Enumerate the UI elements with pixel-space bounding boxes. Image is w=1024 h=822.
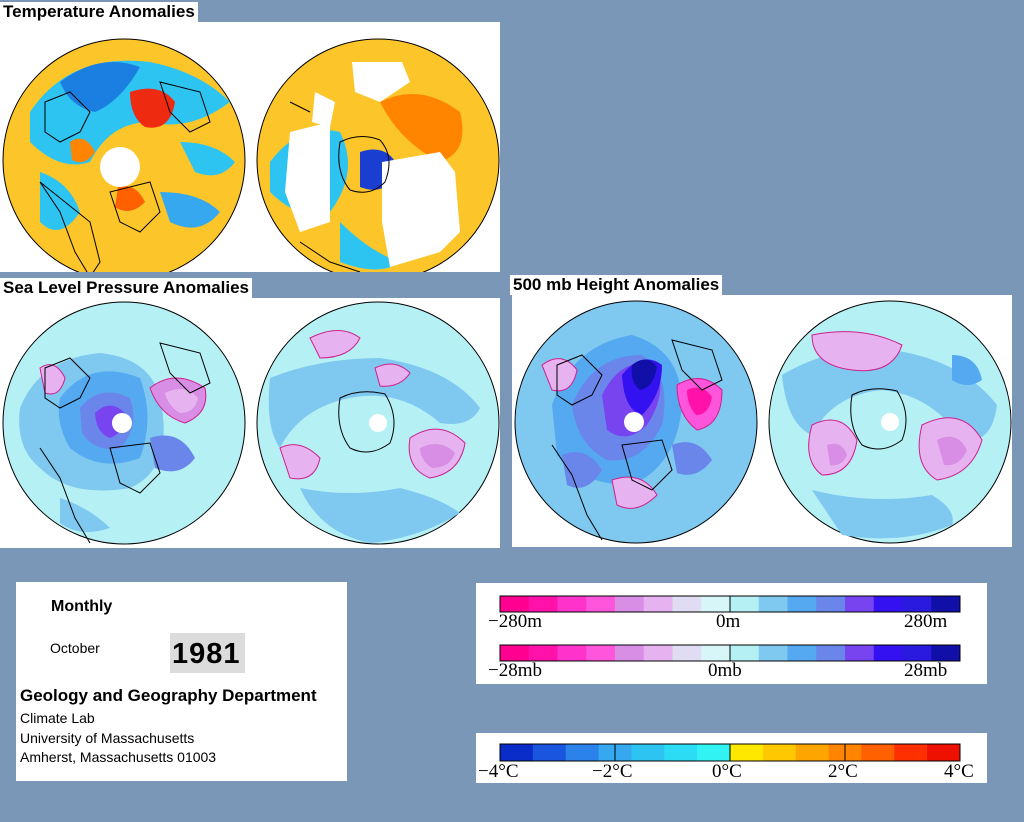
temperature-colorbar-swatch-6 xyxy=(697,744,731,761)
pressure-colorbar-swatch-0 xyxy=(500,645,530,661)
height-colorbar-swatch-4 xyxy=(615,596,645,612)
anomaly-legend-panel: −280m 0m 280m −28mb 0mb 28mb xyxy=(476,583,987,684)
height-colorbar-swatch-9 xyxy=(758,596,788,612)
height-label-zero: 0m xyxy=(716,611,741,632)
map-slp-nh xyxy=(2,301,246,545)
temperature-colorbar-swatch-9 xyxy=(795,744,830,761)
pressure-label-zero: 0mb xyxy=(708,660,742,681)
height-colorbar-swatch-11 xyxy=(816,596,846,612)
height-colorbar-swatch-3 xyxy=(586,596,616,612)
height-colorbar-swatch-8 xyxy=(730,596,760,612)
period-label: Monthly xyxy=(51,598,113,615)
pressure-colorbar-swatch-9 xyxy=(758,645,788,661)
height-colorbar-swatch-1 xyxy=(528,596,558,612)
map-temperature-nh xyxy=(2,38,246,272)
temperature-colorbar-swatch-1 xyxy=(532,744,567,761)
map-slp-sh xyxy=(256,301,500,545)
height-colorbar-swatch-12 xyxy=(845,596,875,612)
slp-title: Sea Level Pressure Anomalies xyxy=(0,278,253,298)
pressure-colorbar-swatch-14 xyxy=(902,645,932,661)
department-label: Geology and Geography Department xyxy=(20,686,317,705)
pressure-colorbar-swatch-5 xyxy=(643,645,673,661)
pressure-label-max: 28mb xyxy=(904,660,948,681)
pressure-colorbar-swatch-4 xyxy=(615,645,645,661)
temp-label-4: 4°C xyxy=(944,761,974,782)
temperature-maps xyxy=(2,38,500,272)
temperature-colorbar-swatch-2 xyxy=(565,744,600,761)
height-colorbar-swatch-0 xyxy=(500,596,530,612)
slp-panel xyxy=(0,298,500,548)
pressure-colorbar xyxy=(499,644,961,662)
height-colorbar-swatch-14 xyxy=(902,596,932,612)
temperature-colorbar-swatch-12 xyxy=(894,744,928,761)
map-height500-nh xyxy=(514,300,758,544)
height500-panel xyxy=(512,295,1012,547)
lab-label: Climate Lab xyxy=(20,710,95,726)
height-colorbar-swatch-6 xyxy=(672,596,702,612)
university-label: University of Massachusetts xyxy=(20,730,195,746)
temperature-colorbar-swatch-7 xyxy=(730,744,764,761)
temp-label-minus4: −4°C xyxy=(478,761,519,782)
pressure-colorbar-swatch-15 xyxy=(931,645,961,661)
temperature-panel xyxy=(0,22,500,272)
temp-label-0: 0°C xyxy=(712,761,742,782)
year-label: 1981 xyxy=(172,638,241,670)
temp-label-minus2: −2°C xyxy=(592,761,633,782)
pressure-colorbar-swatch-2 xyxy=(557,645,587,661)
pressure-colorbar-swatch-6 xyxy=(672,645,702,661)
temperature-colorbar xyxy=(499,743,961,762)
pressure-colorbar-swatch-7 xyxy=(701,645,731,661)
slp-maps xyxy=(2,301,500,545)
height500-maps xyxy=(514,300,1012,544)
pressure-colorbar-swatch-12 xyxy=(845,645,875,661)
month-label: October xyxy=(50,640,100,656)
pressure-colorbar-swatch-11 xyxy=(816,645,846,661)
pressure-colorbar-swatch-1 xyxy=(528,645,558,661)
height-colorbar-swatch-7 xyxy=(701,596,731,612)
temperature-colorbar-swatch-13 xyxy=(927,744,961,761)
pressure-colorbar-swatch-10 xyxy=(787,645,817,661)
temperature-colorbar-swatch-5 xyxy=(664,744,698,761)
height-label-min: −280m xyxy=(488,611,542,632)
height-colorbar-swatch-13 xyxy=(873,596,903,612)
height-colorbar-swatch-10 xyxy=(787,596,817,612)
info-panel: Monthly October 1981 Geology and Geograp… xyxy=(16,582,347,781)
temperature-colorbar-swatch-8 xyxy=(762,744,797,761)
address-label: Amherst, Massachusetts 01003 xyxy=(20,749,217,765)
height-colorbar-swatch-2 xyxy=(557,596,587,612)
temperature-colorbar-swatch-4 xyxy=(631,744,665,761)
temperature-title: Temperature Anomalies xyxy=(0,2,198,22)
pressure-label-min: −28mb xyxy=(488,660,542,681)
pressure-colorbar-swatch-13 xyxy=(873,645,903,661)
temperature-colorbar-swatch-0 xyxy=(500,744,534,761)
anomaly-colorbars xyxy=(499,595,961,662)
height500-title: 500 mb Height Anomalies xyxy=(510,275,723,295)
height-colorbar-swatch-5 xyxy=(643,596,673,612)
temperature-colorbar-swatch-11 xyxy=(861,744,895,761)
height-label-max: 280m xyxy=(904,611,948,632)
pressure-colorbar-swatch-3 xyxy=(586,645,616,661)
temp-label-2: 2°C xyxy=(828,761,858,782)
temperature-colorbar-svg xyxy=(499,743,961,762)
height-colorbar xyxy=(499,595,961,613)
height-colorbar-swatch-15 xyxy=(931,596,961,612)
pressure-colorbar-swatch-8 xyxy=(730,645,760,661)
temperature-legend-panel: −4°C −2°C 0°C 2°C 4°C xyxy=(476,733,987,783)
map-height500-sh xyxy=(768,300,1012,544)
map-temperature-sh xyxy=(256,38,500,272)
year-badge xyxy=(170,633,245,673)
